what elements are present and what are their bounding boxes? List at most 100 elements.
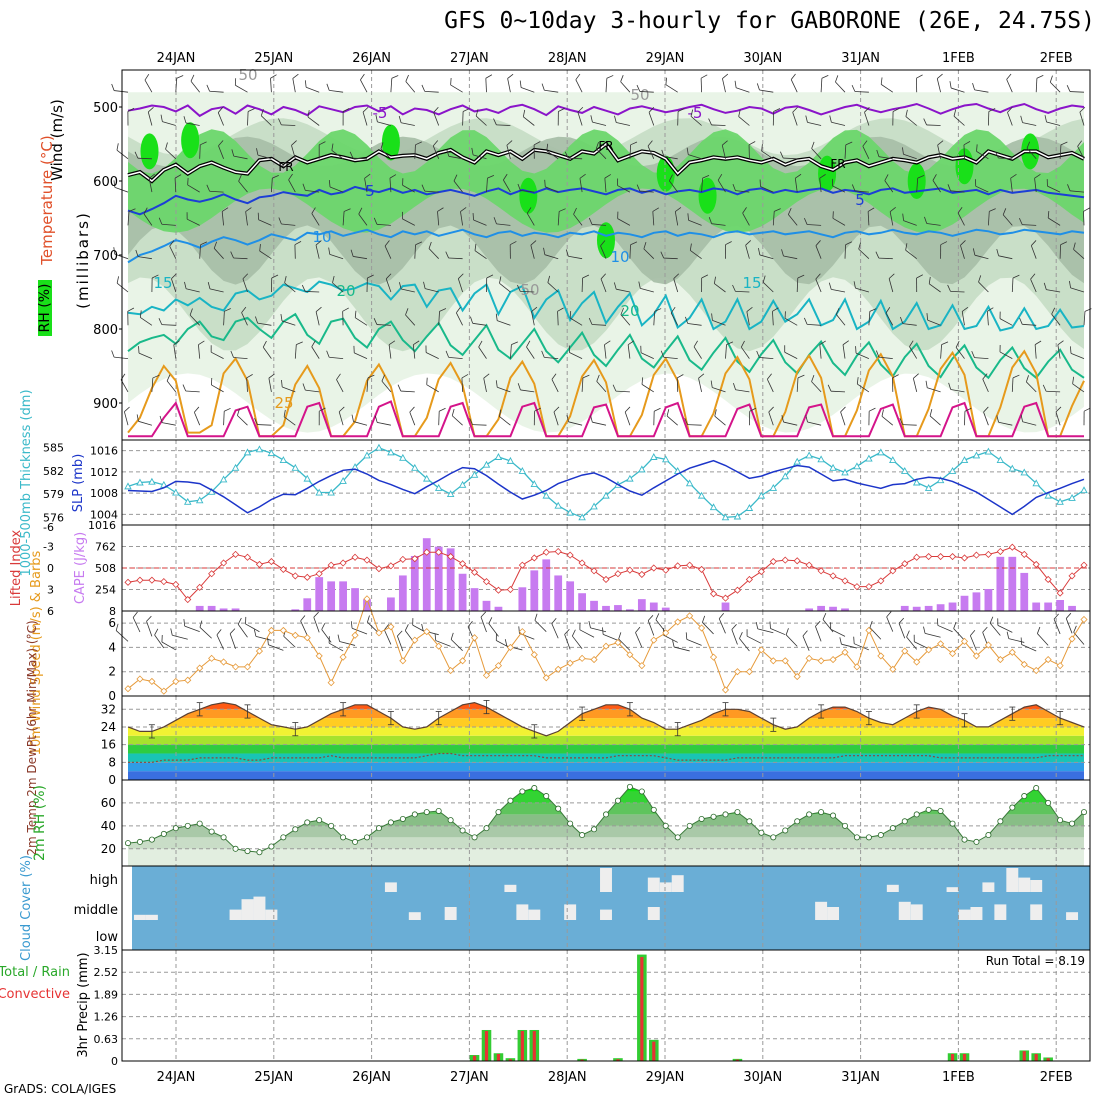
temp-band: [128, 702, 1084, 710]
wind-barb: [283, 416, 296, 426]
lifted-index-point: [1008, 543, 1016, 551]
thickness-point: [231, 463, 240, 471]
wind-barb: [235, 84, 248, 93]
thickness-point: [924, 483, 933, 491]
precip-convective-bar: [640, 957, 644, 1061]
wind-barb: [688, 219, 702, 226]
lifted-index-point: [841, 577, 849, 585]
wind-barb-flag: [206, 84, 210, 92]
slp-axis-label: SLP (mb): [71, 454, 86, 513]
wind-barb: [241, 312, 248, 326]
wind-barb-flag: [328, 247, 331, 255]
wind-barb-flag: [213, 241, 218, 249]
wind-barb-flag: [173, 340, 180, 346]
date-label-bottom: 27JAN: [450, 1070, 489, 1085]
wind-barb: [283, 635, 296, 648]
wind-barb: [1026, 147, 1037, 160]
thickness-point: [745, 504, 754, 511]
rh-point: [758, 829, 765, 836]
thickness-point: [900, 466, 909, 474]
wind-speed-point: [279, 626, 287, 634]
wind-barb-flag: [949, 81, 952, 89]
wind-barb-flag: [654, 407, 661, 412]
wind-barb: [735, 389, 750, 393]
wind-barb: [116, 282, 129, 293]
wind-barb-flag: [856, 377, 859, 385]
thickness-point: [733, 512, 742, 520]
lifted-index-point: [829, 572, 837, 580]
wind-barb-flag: [768, 406, 774, 413]
wind-barb-flag: [1053, 613, 1059, 620]
thickness-point: [387, 448, 395, 456]
wind-barb-flag: [259, 244, 261, 252]
date-label-bottom: 25JAN: [254, 1070, 293, 1085]
wind-barb-flag: [638, 281, 641, 289]
wind-barb-flag: [1065, 612, 1072, 619]
wind-speed-point: [494, 662, 503, 670]
rh-point: [172, 825, 179, 832]
cape-bar: [900, 605, 909, 611]
wind-barb-flag: [802, 630, 808, 637]
wind-barb: [496, 223, 511, 226]
wind-barb-flag: [643, 242, 647, 249]
lifted-index-point: [972, 551, 981, 559]
wind-barb-flag: [165, 142, 168, 150]
wind-barb: [450, 639, 463, 652]
wind-barb: [932, 180, 941, 193]
wind-barb-flag: [485, 74, 493, 79]
wind-barb: [1021, 644, 1037, 652]
wind-barb: [592, 121, 607, 126]
wind-barb-flag: [307, 110, 310, 118]
wind-barb: [620, 81, 631, 93]
wind-barb: [937, 145, 941, 159]
wind-barb: [237, 415, 248, 426]
cape-bar: [960, 595, 969, 611]
wind-barb: [690, 116, 702, 126]
wind-barb: [503, 179, 511, 193]
thickness-point: [375, 443, 383, 451]
wind-barb-flag: [590, 115, 593, 123]
thickness-point: [542, 491, 551, 499]
wind-barb: [653, 311, 656, 326]
lifted-index-point: [447, 552, 455, 561]
wind-barb-flag: [677, 374, 684, 379]
wind-barb: [712, 387, 726, 393]
wind-barb: [665, 84, 678, 93]
wind-barb: [198, 344, 201, 359]
wind-barb: [616, 288, 630, 293]
wind-barb: [384, 245, 392, 259]
wind-barb-flag: [773, 108, 781, 112]
lifted-index-point: [1068, 572, 1076, 580]
wind-barb-flag: [409, 406, 415, 413]
wind-barb-flag: [983, 406, 989, 413]
wind-barb-flag: [582, 374, 590, 379]
wind-barb-flag: [558, 208, 566, 212]
wind-barb-flag: [271, 274, 279, 279]
wind-barb-flag: [375, 114, 378, 122]
wind-barb: [144, 79, 153, 93]
wind-barb-flag: [577, 106, 584, 113]
wind-barb: [712, 320, 726, 326]
wind-speed-point: [769, 657, 777, 665]
upper-ytick: 600: [93, 175, 118, 190]
wind-speed-point: [793, 673, 801, 681]
rh-ytick: 40: [101, 819, 116, 833]
wind-barb: [784, 317, 798, 326]
thickness-point: [458, 480, 467, 488]
rh-point: [877, 832, 884, 839]
wind-barb: [978, 281, 989, 293]
wind-barb: [313, 617, 320, 633]
wind-barb-flag: [311, 207, 316, 214]
wind-speed-point: [459, 657, 467, 665]
wind-barb-flag: [862, 140, 868, 147]
wind-barb: [545, 186, 559, 193]
wind-barb: [869, 627, 882, 640]
wind-barb: [245, 211, 248, 226]
wind-ytick: 0: [108, 689, 116, 703]
wind-barb: [674, 646, 690, 652]
wind-barb-flag: [458, 273, 464, 279]
cape-bar: [422, 538, 431, 611]
thickness-point: [661, 455, 670, 463]
wind-barb-flag: [354, 310, 357, 318]
